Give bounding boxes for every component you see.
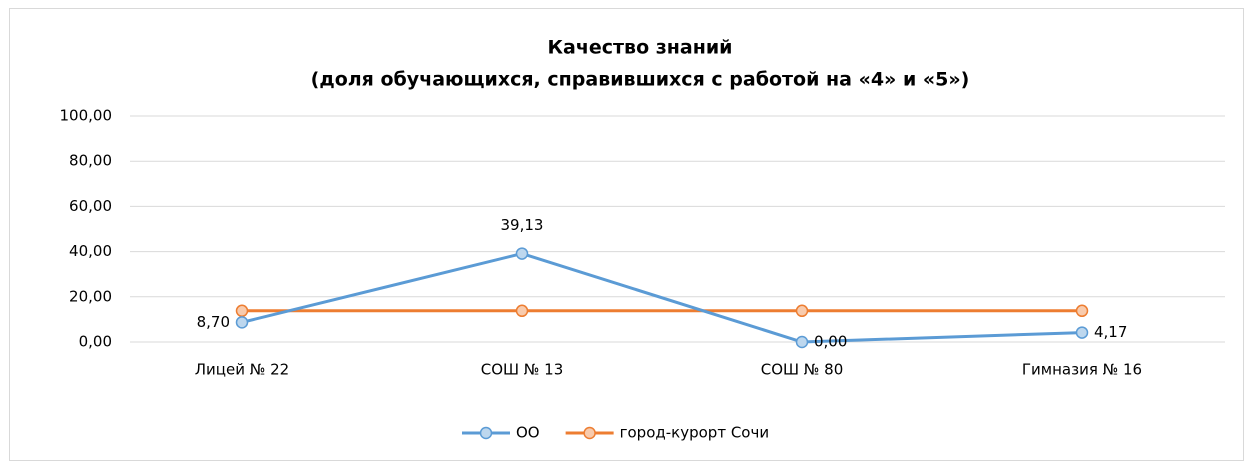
data-label: 8,70 <box>197 313 230 331</box>
data-point <box>235 304 249 318</box>
data-point <box>515 247 529 260</box>
data-point <box>795 304 809 318</box>
legend-label: ОО <box>516 424 540 442</box>
y-tick-label: 0,00 <box>79 333 112 351</box>
data-point <box>1075 304 1089 318</box>
legend-marker <box>479 426 493 440</box>
legend-marker <box>583 426 596 440</box>
data-point <box>235 316 249 329</box>
data-label: 4,17 <box>1094 323 1127 341</box>
chart-subtitle: (доля обучающихся, справившихся с работо… <box>311 69 970 91</box>
x-tick-label: СОШ № 80 <box>761 361 844 379</box>
y-tick-label: 60,00 <box>69 197 112 215</box>
x-tick-label: Лицей № 22 <box>195 361 289 379</box>
data-label: 0,00 <box>814 333 847 351</box>
series-line <box>241 252 1083 344</box>
data-point <box>1075 326 1089 339</box>
x-tick-label: СОШ № 13 <box>481 361 564 379</box>
data-point <box>515 304 529 318</box>
chart-border <box>9 8 1244 461</box>
chart-title: Качество знаний <box>548 37 733 59</box>
data-label: 39,13 <box>501 216 544 234</box>
y-tick-label: 20,00 <box>69 287 112 305</box>
y-tick-label: 80,00 <box>69 152 112 170</box>
legend-label: город-курорт Сочи <box>620 424 769 442</box>
data-point <box>795 335 809 349</box>
y-tick-label: 100,00 <box>60 107 113 125</box>
y-tick-label: 40,00 <box>69 242 112 260</box>
x-tick-label: Гимназия № 16 <box>1022 361 1142 379</box>
